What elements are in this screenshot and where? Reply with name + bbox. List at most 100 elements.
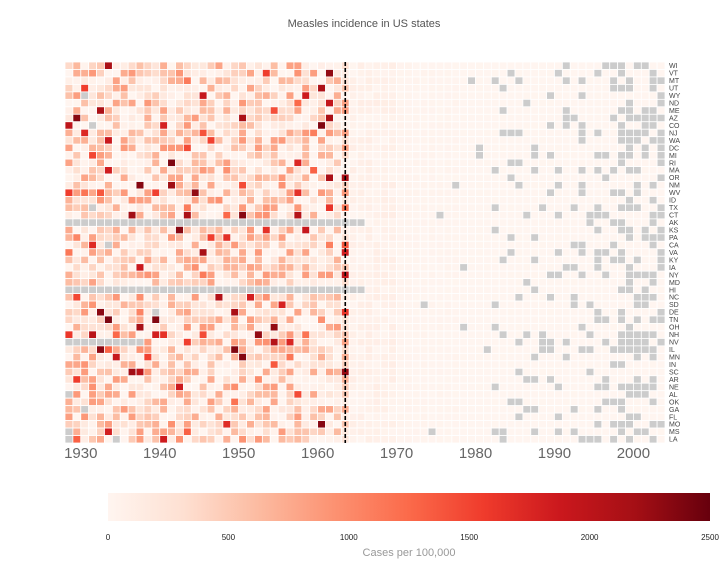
heatmap-cell [577, 196, 587, 205]
heatmap-cell [317, 255, 326, 265]
heatmap-cell [419, 91, 429, 100]
heatmap-cell [167, 278, 176, 287]
heatmap-cell [356, 427, 366, 436]
heatmap-cell [530, 121, 540, 130]
heatmap-cell [64, 113, 74, 123]
heatmap-cell [435, 420, 445, 429]
heatmap-cell [230, 196, 240, 205]
heatmap-cell [261, 263, 271, 272]
heatmap-cell [554, 158, 563, 167]
heatmap-cell [293, 218, 303, 227]
heatmap-cell [285, 278, 295, 287]
heatmap-cell [135, 255, 145, 265]
heatmap-cell [633, 61, 642, 70]
heatmap-cell [427, 69, 437, 78]
heatmap-cell [356, 270, 366, 280]
heatmap-cell [269, 435, 279, 444]
heatmap-cell [356, 323, 366, 332]
state-label: IA [669, 265, 676, 272]
heatmap-cell [214, 128, 224, 138]
heatmap-cell [111, 255, 121, 265]
heatmap-cell [506, 255, 516, 265]
heatmap-cell [648, 345, 658, 354]
heatmap-cell [569, 181, 579, 190]
heatmap-cell [648, 211, 658, 220]
heatmap-cell [427, 375, 437, 384]
heatmap-cell [238, 211, 247, 220]
heatmap-cell [183, 323, 192, 332]
heatmap-cell [498, 293, 508, 302]
heatmap-cell [561, 218, 571, 227]
heatmap-cell [230, 211, 240, 220]
heatmap-cell [135, 345, 145, 354]
heatmap-cell [514, 345, 524, 354]
heatmap-cell [104, 128, 113, 138]
heatmap-cell [238, 136, 247, 145]
heatmap-cell [483, 181, 492, 190]
heatmap-cell [364, 136, 374, 145]
heatmap-cell [261, 338, 271, 347]
heatmap-cell [348, 98, 358, 108]
heatmap-cell [285, 405, 295, 414]
heatmap-cell [135, 435, 145, 444]
heatmap-cell [554, 203, 563, 212]
heatmap-cell [151, 285, 161, 294]
heatmap-cell [119, 248, 129, 257]
heatmap-cell [246, 405, 255, 414]
heatmap-cell [522, 412, 532, 421]
heatmap-cell [380, 240, 390, 250]
heatmap-cell [301, 188, 311, 197]
heatmap-cell [396, 84, 405, 93]
heatmap-cell [656, 435, 666, 444]
heatmap-cell [72, 263, 82, 272]
heatmap-cell [372, 158, 382, 167]
heatmap-cell [127, 248, 137, 257]
heatmap-cell [151, 248, 161, 257]
heatmap-cell [80, 173, 90, 182]
heatmap-cell [317, 84, 326, 93]
heatmap-cell [609, 158, 619, 167]
heatmap-cell [475, 382, 484, 392]
heatmap-cell [119, 367, 129, 377]
heatmap-cell [206, 345, 216, 354]
heatmap-cell [530, 367, 540, 377]
heatmap-cell [356, 225, 366, 235]
heatmap-cell [475, 427, 484, 436]
heatmap-cell [498, 173, 508, 182]
heatmap-cell [585, 435, 595, 444]
heatmap-cell [396, 270, 405, 280]
heatmap-cell [183, 352, 192, 362]
heatmap-cell [506, 173, 516, 182]
heatmap-cell [490, 143, 500, 153]
heatmap-cell [167, 248, 176, 257]
heatmap-cell [475, 315, 484, 324]
heatmap-cell [127, 76, 137, 85]
heatmap-cell [246, 345, 255, 354]
heatmap-cell [206, 300, 216, 309]
heatmap-cell [222, 293, 232, 302]
heatmap-cell [656, 128, 666, 138]
heatmap-cell [254, 435, 263, 444]
heatmap-cell [585, 300, 595, 309]
heatmap-cell [396, 196, 405, 205]
heatmap-cell [293, 233, 303, 242]
heatmap-cell [506, 263, 516, 272]
heatmap-cell [293, 143, 303, 153]
heatmap-cell [143, 233, 153, 242]
heatmap-cell [372, 143, 382, 153]
heatmap-cell [625, 397, 634, 407]
heatmap-cell [261, 69, 271, 78]
heatmap-cell [648, 225, 658, 235]
heatmap-cell [538, 427, 547, 436]
heatmap-cell [356, 136, 366, 145]
heatmap-cell [238, 166, 247, 175]
heatmap-cell [506, 128, 516, 138]
heatmap-cell [269, 173, 279, 182]
heatmap-cell [569, 367, 579, 377]
heatmap-cell [254, 405, 263, 414]
heatmap-cell [427, 278, 437, 287]
heatmap-cell [459, 278, 469, 287]
heatmap-cell [325, 293, 334, 302]
heatmap-cell [333, 166, 342, 175]
heatmap-cell [609, 181, 619, 190]
